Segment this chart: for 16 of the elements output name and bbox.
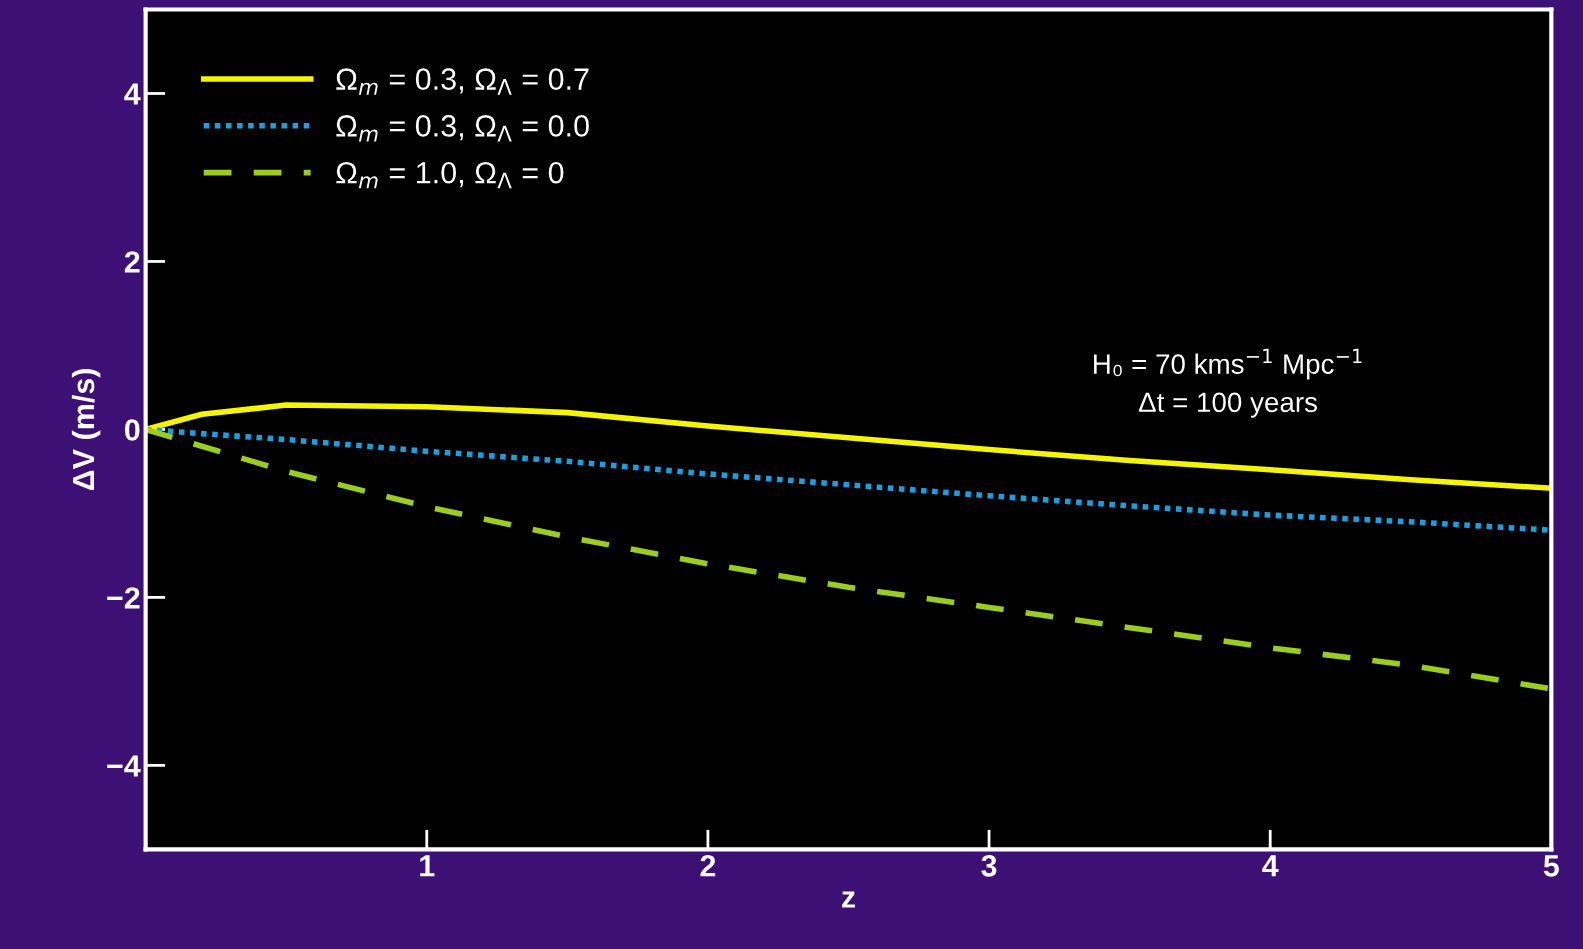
y-tick-label: −2 (107, 587, 140, 609)
text: H₀ = 70 kms$^{−1}$ Mpc$^{−1}$ Δt = 100 years (1094, 348, 1362, 418)
legend-label: Ω$_{m}$ = 0.3, Ω$_{Λ}$ = 0.7 (336, 68, 589, 95)
x-tick-label: 5 (1543, 855, 1559, 877)
x-tick-label: 4 (1262, 855, 1279, 877)
y-axis-title: ΔV (m/s) (71, 369, 101, 491)
x-tick-label: 1 (420, 855, 435, 877)
legend-label: Ω$_{m}$ = 1.0, Ω$_{Λ}$ = 0 (336, 161, 564, 189)
y-tick-label: 0 (124, 419, 140, 441)
y-tick-label: 2 (124, 251, 140, 273)
y-tick-label: −4 (107, 755, 141, 777)
x-tick-label: 2 (700, 855, 716, 877)
x-tick-label: 3 (981, 855, 997, 877)
legend-label: Ω$_{m}$ = 0.3, Ω$_{Λ}$ = 0.0 (336, 115, 589, 142)
x-axis-title: z (842, 891, 856, 908)
y-tick-label: 4 (124, 83, 141, 105)
